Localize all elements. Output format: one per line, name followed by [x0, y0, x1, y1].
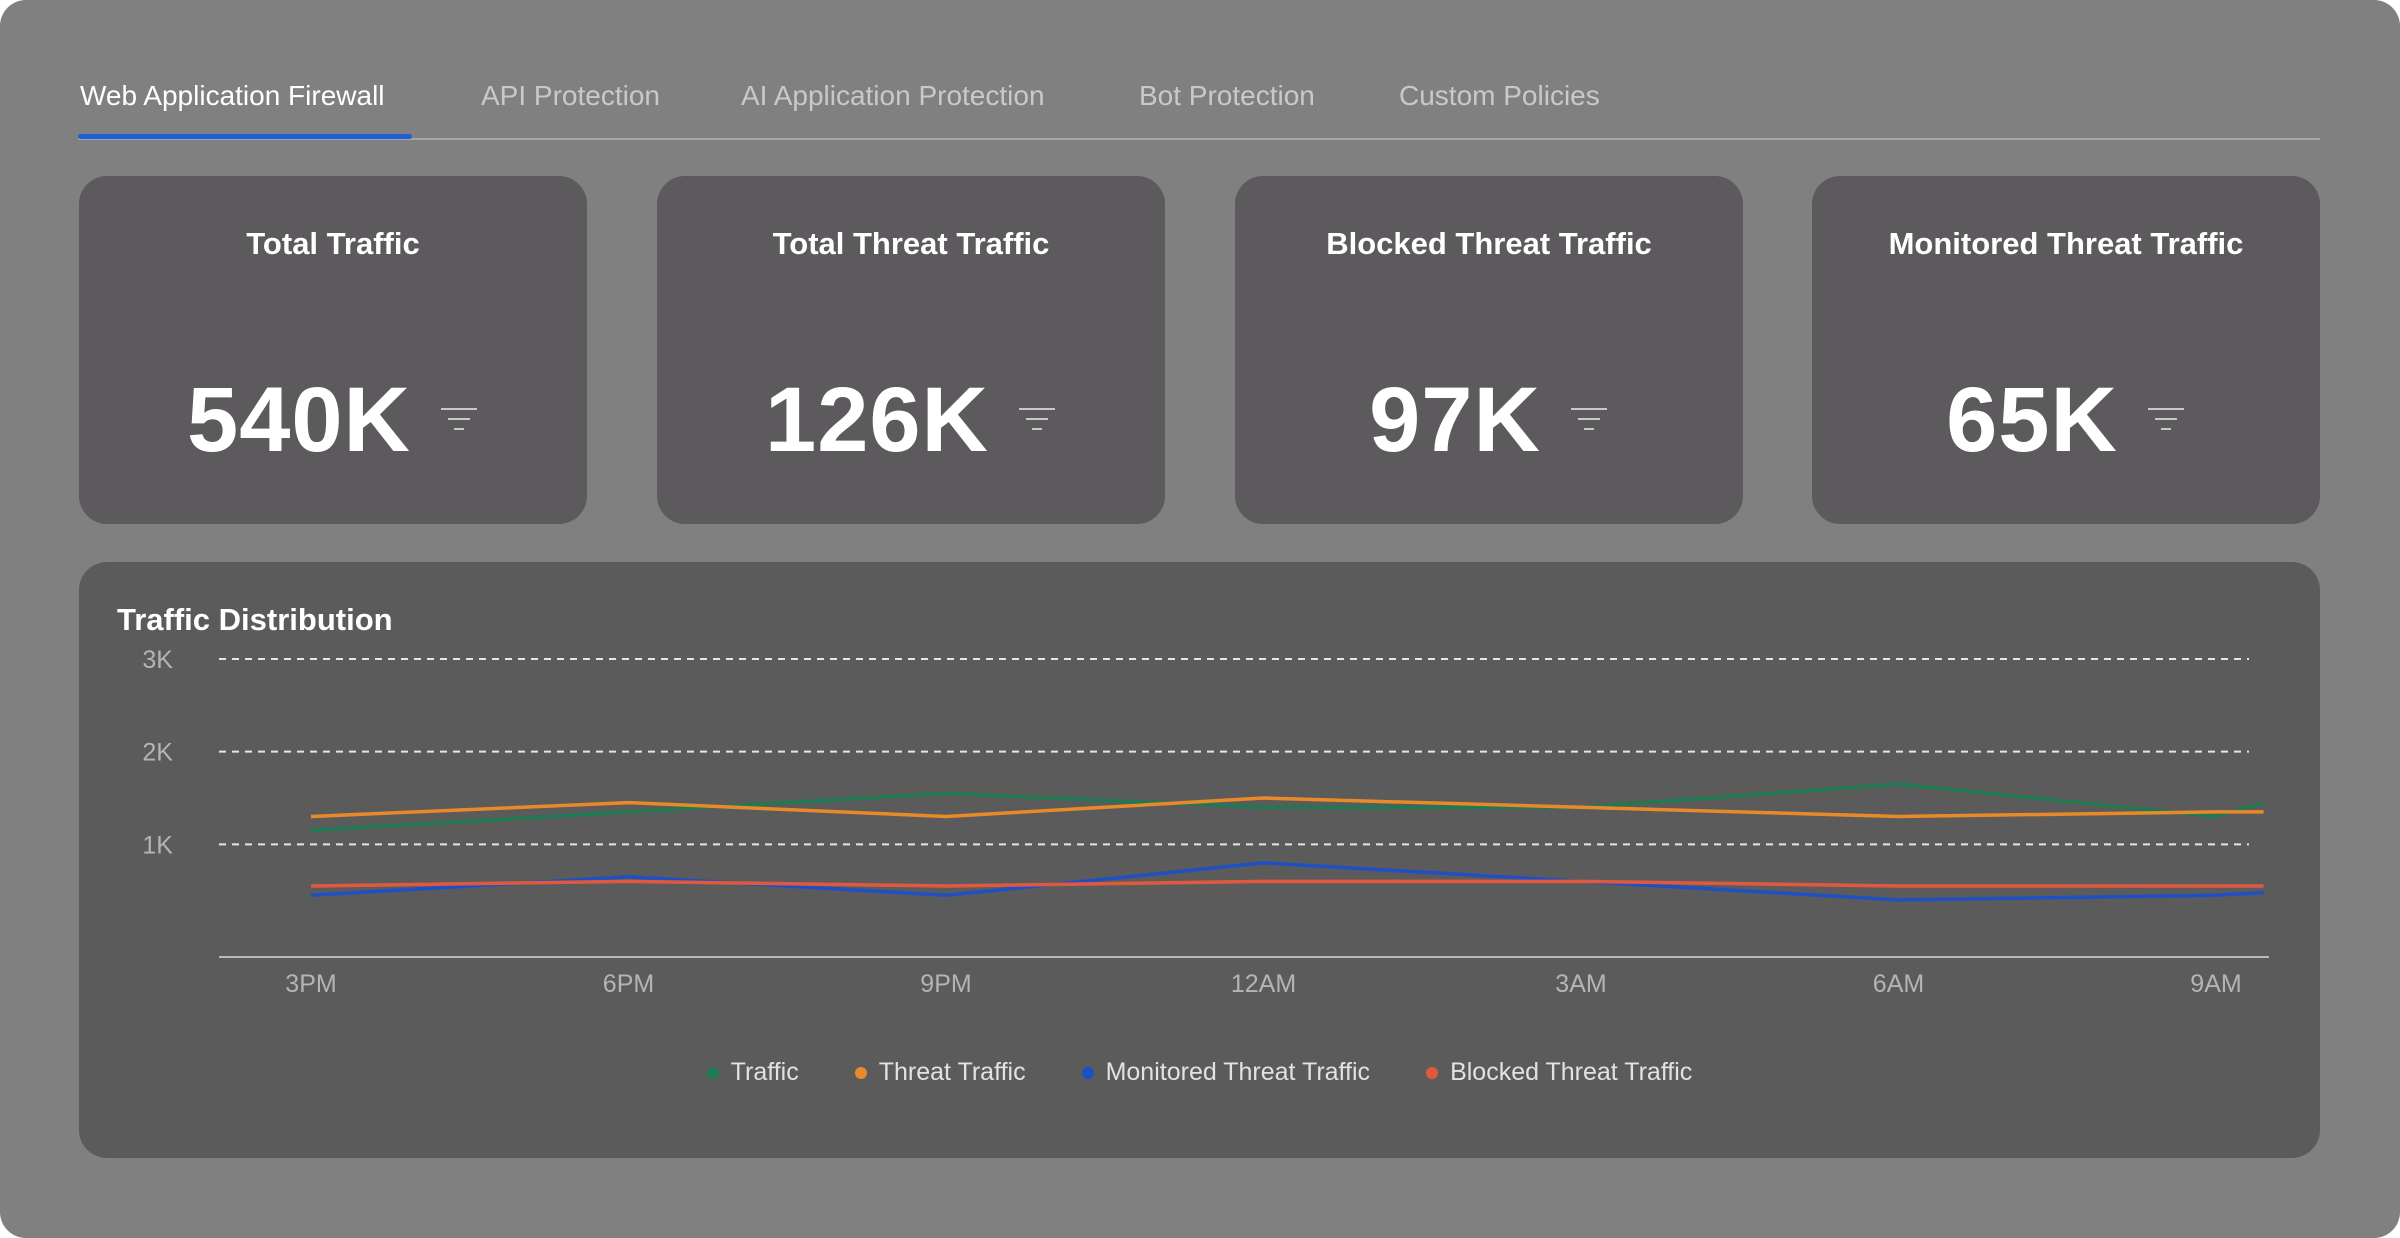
card-value: 126K — [765, 369, 989, 471]
tab-bar: Web Application Firewall API Protection … — [78, 60, 2320, 140]
y-tick-label: 2K — [142, 739, 173, 767]
series-line-monitored-threat-traffic — [310, 861, 2264, 902]
x-tick-label: 6PM — [603, 970, 654, 998]
legend-dot — [1081, 1066, 1094, 1079]
legend-label: Monitored Threat Traffic — [1105, 1058, 1371, 1086]
card-title: Monitored Threat Traffic — [1888, 226, 2244, 261]
filter-icon[interactable] — [439, 405, 479, 435]
legend-label: Threat Traffic — [878, 1058, 1026, 1086]
tab-bot-protection[interactable]: Bot Protection — [1139, 80, 1315, 111]
active-tab-indicator — [78, 134, 412, 139]
traffic-distribution-chart: 1K 2K 3K 3PM 6PM 9PM 12AM 3AM 6AM 9AM — [142, 646, 2269, 998]
legend-dot — [854, 1066, 867, 1079]
x-tick-label: 9PM — [920, 970, 971, 998]
card-title: Blocked Threat Traffic — [1326, 226, 1652, 261]
tab-api-protection[interactable]: API Protection — [481, 80, 660, 111]
card-value: 65K — [1946, 369, 2118, 471]
y-tick-label: 1K — [142, 831, 173, 859]
legend-item[interactable]: Blocked Threat Traffic — [1426, 1058, 1692, 1087]
chart-legend: Traffic Threat Traffic Monitored Threat Tr… — [79, 1058, 2320, 1087]
stat-card-total-threat-traffic: Total Threat Traffic 126K — [657, 176, 1165, 524]
stat-card-total-traffic: Total Traffic 540K — [79, 176, 587, 524]
filter-icon[interactable] — [2146, 405, 2186, 435]
card-value: 97K — [1369, 369, 1541, 471]
y-tick-label: 3K — [142, 646, 173, 674]
legend-dot — [706, 1066, 719, 1079]
legend-label: Traffic — [730, 1058, 799, 1086]
legend-item[interactable]: Traffic — [706, 1058, 799, 1087]
stat-card-blocked-threat-traffic: Blocked Threat Traffic 97K — [1235, 176, 1743, 524]
legend-item[interactable]: Threat Traffic — [854, 1058, 1026, 1087]
panel-title: Traffic Distribution — [117, 602, 393, 637]
stat-card-monitored-threat-traffic: Monitored Threat Traffic 65K — [1812, 176, 2320, 524]
card-title: Total Threat Traffic — [772, 226, 1050, 261]
x-tick-label: 12AM — [1231, 970, 1296, 998]
tab-custom-policies[interactable]: Custom Policies — [1399, 80, 1600, 111]
card-value: 540K — [187, 369, 411, 471]
series-line-blocked-threat-traffic — [310, 879, 2264, 888]
series-line-traffic — [310, 782, 2265, 833]
tab-ai-application-protection[interactable]: AI Application Protection — [741, 80, 1045, 111]
x-tick-label: 9AM — [2190, 970, 2241, 998]
legend-item[interactable]: Monitored Threat Traffic — [1081, 1058, 1371, 1087]
x-tick-label: 3PM — [285, 970, 336, 998]
filter-icon[interactable] — [1569, 405, 1609, 435]
tab-web-application-firewall[interactable]: Web Application Firewall — [80, 80, 385, 111]
series-line-threat-traffic — [310, 796, 2264, 819]
legend-dot — [1426, 1066, 1439, 1079]
x-tick-label: 3AM — [1555, 970, 1606, 998]
filter-icon[interactable] — [1017, 405, 1057, 435]
legend-label: Blocked Threat Traffic — [1450, 1058, 1693, 1086]
traffic-distribution-panel: Traffic Distribution 1K 2K 3K 3PM 6PM 9PM 12AM… — [79, 562, 2320, 1158]
card-title: Total Traffic — [246, 226, 420, 261]
x-tick-label: 6AM — [1873, 970, 1924, 998]
